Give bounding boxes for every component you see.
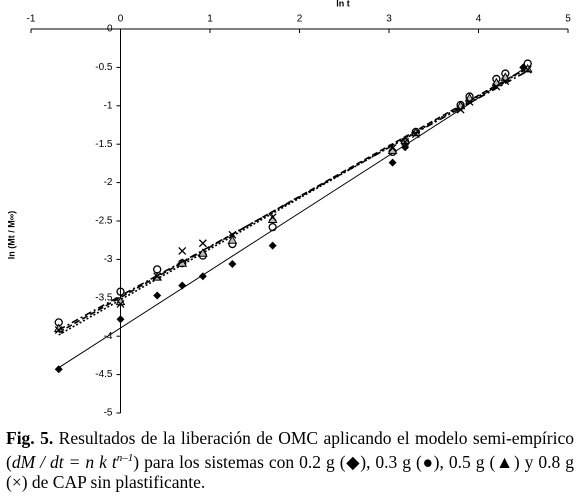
point xyxy=(268,222,277,232)
point xyxy=(54,365,63,374)
trend-line xyxy=(58,68,524,369)
point xyxy=(198,272,207,281)
chart: ln t ln (Mt / M∞) -1012345-5-4.5-4-3.5-3… xyxy=(6,0,571,419)
x-tick-label: 5 xyxy=(565,14,571,25)
point xyxy=(197,248,208,257)
point xyxy=(227,235,238,244)
point xyxy=(401,137,410,146)
point xyxy=(492,82,501,91)
x-axis-title: ln t xyxy=(336,0,350,8)
point xyxy=(501,77,510,86)
caption-exponent: n–1 xyxy=(116,452,134,464)
point xyxy=(456,105,465,114)
trend-line xyxy=(58,70,529,331)
point xyxy=(268,213,277,222)
x-tick-label: 0 xyxy=(118,14,124,25)
point xyxy=(388,144,397,152)
point xyxy=(153,265,162,274)
y-tick-label: -2.5 xyxy=(95,216,113,227)
caption-text: ) para los sistemas con 0.2 g (◆), 0.3 g… xyxy=(6,451,574,492)
trend-line xyxy=(58,67,529,336)
y-tick-label: -1.5 xyxy=(95,139,113,150)
point xyxy=(153,272,162,281)
y-tick-label: -4.5 xyxy=(95,369,113,380)
x-tick-label: -1 xyxy=(27,14,36,25)
y-tick-label: -5 xyxy=(104,408,113,419)
y-tick-label: 0 xyxy=(107,24,113,35)
point xyxy=(54,326,63,335)
caption-formula: dM / dt = n k t xyxy=(11,451,117,472)
x-tick-label: 1 xyxy=(207,14,213,25)
point xyxy=(198,239,207,248)
point xyxy=(116,315,125,324)
point xyxy=(465,98,474,106)
point xyxy=(388,158,397,167)
y-tick-label: -2 xyxy=(104,177,113,188)
y-tick-label: -1 xyxy=(104,100,113,111)
point xyxy=(178,246,187,255)
point xyxy=(523,65,532,74)
y-axis-title: ln (Mt / M∞) xyxy=(6,211,16,259)
caption-text: Resultados de la liberación de OMC aplic… xyxy=(6,428,574,472)
y-tick-label: -3.5 xyxy=(95,292,113,303)
point xyxy=(178,281,187,290)
x-tick-label: 3 xyxy=(386,14,392,25)
caption-label: Fig. 5. xyxy=(6,428,54,448)
y-tick-label: -3 xyxy=(104,254,113,265)
point xyxy=(228,260,237,269)
point xyxy=(411,130,420,139)
x-tick-label: 4 xyxy=(476,14,482,25)
point xyxy=(228,230,237,239)
y-tick-label: -0.5 xyxy=(95,62,113,73)
point xyxy=(116,299,125,308)
point xyxy=(268,241,277,250)
point xyxy=(153,291,162,300)
caption: Fig. 5. Resultados de la liberación de O… xyxy=(6,428,574,492)
x-tick-label: 2 xyxy=(297,14,303,25)
